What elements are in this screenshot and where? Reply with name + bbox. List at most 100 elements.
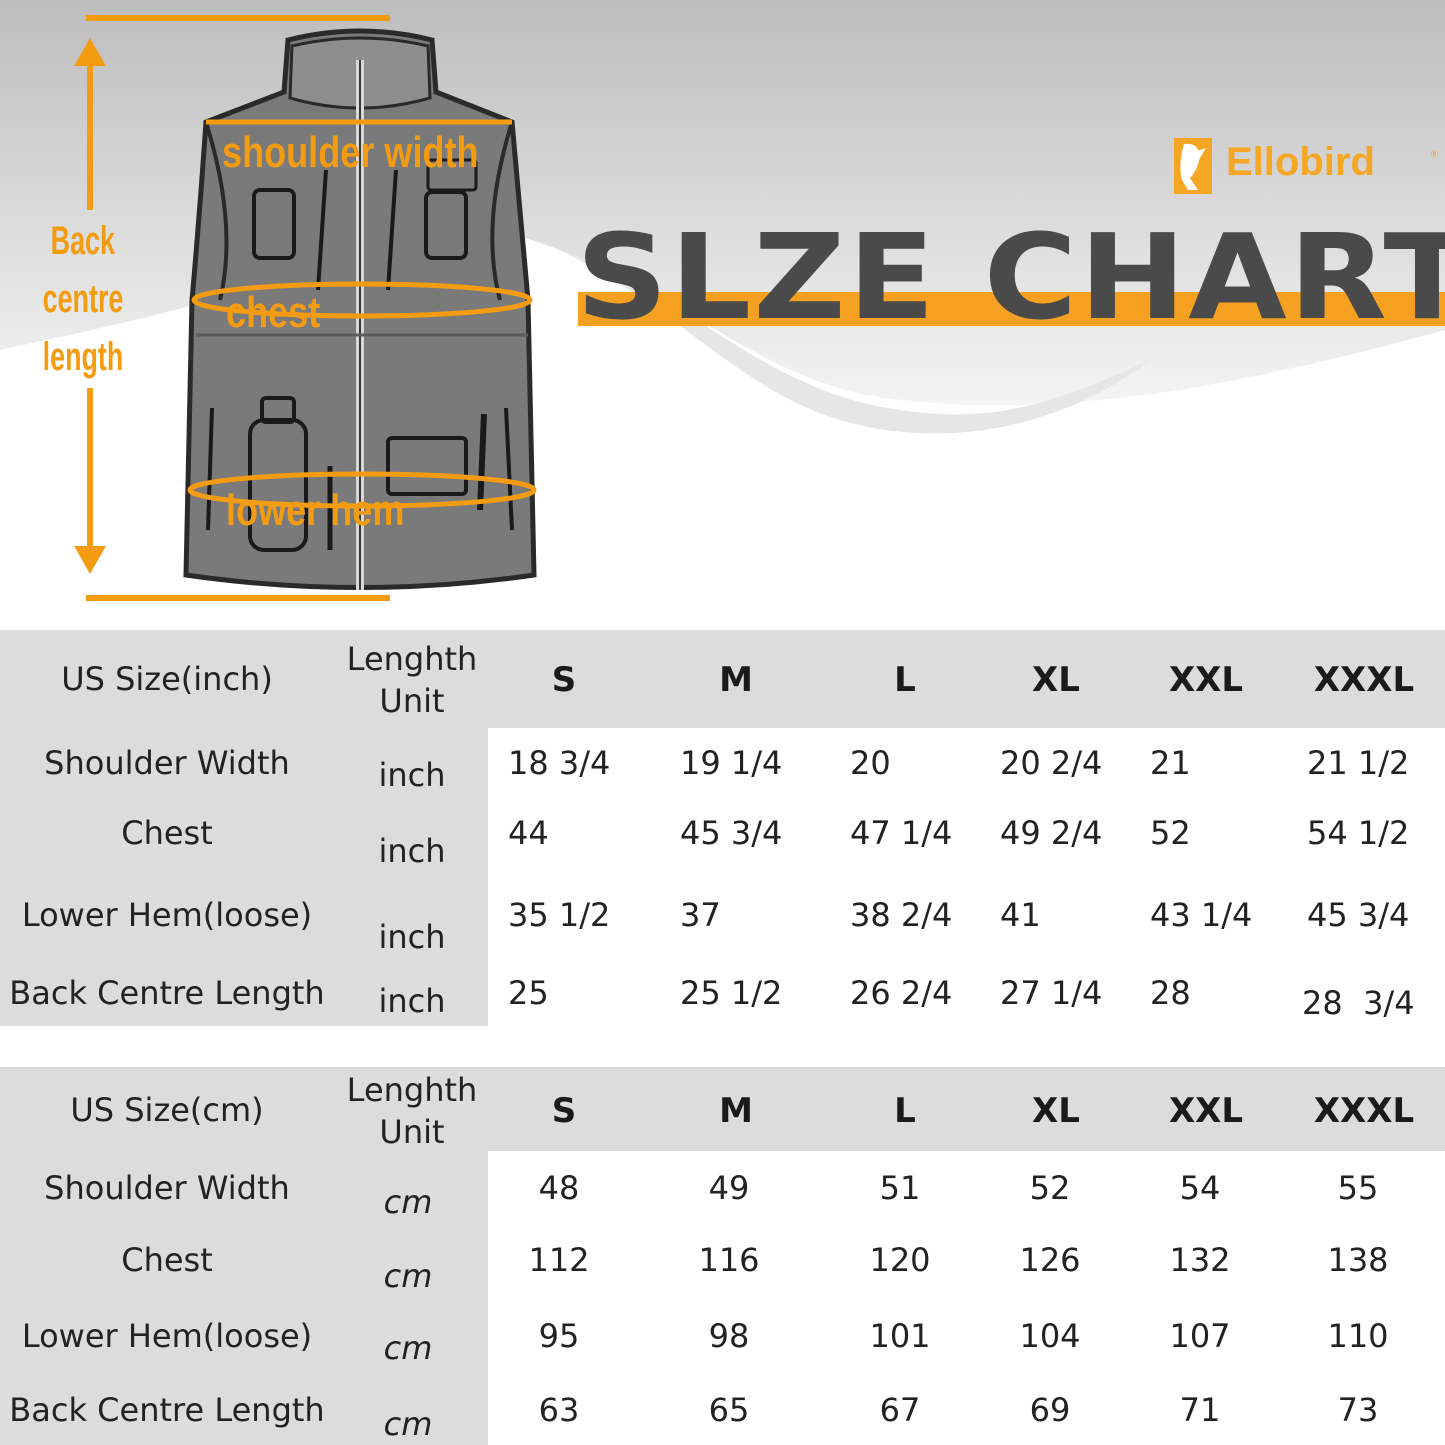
back-length-indicator <box>74 15 390 601</box>
table-cell: 95 <box>538 1317 580 1355</box>
bird-logo-icon <box>1174 138 1212 194</box>
title-underline-bar <box>578 292 1445 326</box>
table-cell: 69 <box>1029 1391 1071 1429</box>
table-cell: 44 <box>508 814 549 852</box>
table-cell: 47 1/4 <box>850 814 953 852</box>
table-cell: 54 1/2 <box>1307 814 1410 852</box>
back-centre-length-label-line3: length <box>42 335 124 379</box>
size-header-xxxl: XXXL <box>1313 1091 1415 1131</box>
shoulder-width-label: shoulder width <box>222 128 479 177</box>
table-cell: 67 <box>879 1391 921 1429</box>
back-centre-length-label-line2: centre <box>42 277 124 321</box>
table-cell: 112 <box>528 1241 590 1279</box>
table-header-background <box>0 630 1445 728</box>
size-header-xl: XL <box>1032 1091 1080 1131</box>
table-cell: 71 <box>1179 1391 1221 1429</box>
table-cell: 54 <box>1179 1169 1221 1207</box>
size-header-xl: XL <box>1032 660 1080 700</box>
table-cell: 55 <box>1337 1169 1379 1207</box>
table-cell: 120 <box>869 1241 931 1279</box>
table-cell: 73 <box>1337 1391 1379 1429</box>
row-label-chest: Chest <box>121 814 213 852</box>
table-cell: 116 <box>698 1241 760 1279</box>
table-cell: 27 1/4 <box>1000 974 1103 1012</box>
size-header-l: L <box>894 1091 916 1131</box>
table-cell: 41 <box>1000 896 1041 934</box>
table-cell: 126 <box>1019 1241 1081 1279</box>
size-header-m: M <box>719 1091 753 1131</box>
row-label-back-centre-length: Back Centre Length <box>9 974 325 1012</box>
row-unit: inch <box>378 756 446 794</box>
table-cell: 43 1/4 <box>1150 896 1253 934</box>
table-cell: 52 <box>1150 814 1191 852</box>
lower-hem-label: lower hem <box>226 486 405 535</box>
unit-header: Lenghth Unit <box>346 1071 478 1151</box>
chest-label: chest <box>226 288 321 337</box>
row-unit: cm <box>383 1257 433 1295</box>
table-label-column-background <box>0 1151 488 1445</box>
size-header-xxxl: XXXL <box>1313 660 1415 700</box>
table-cell: 26 2/4 <box>850 974 953 1012</box>
table-cell: 45 3/4 <box>680 814 783 852</box>
table-cell: 101 <box>869 1317 931 1355</box>
table-cell: 45 3/4 <box>1307 896 1410 934</box>
table-cell: 21 1/2 <box>1307 744 1410 782</box>
table-cell: 21 <box>1150 744 1191 782</box>
page-title: SLZE CHART <box>576 208 1445 346</box>
row-unit: inch <box>378 982 446 1020</box>
table-header-background <box>0 1067 1445 1151</box>
registered-mark: ® <box>1430 150 1439 160</box>
table-cell: 20 2/4 <box>1000 744 1103 782</box>
table-cell: 20 <box>850 744 891 782</box>
row-unit: inch <box>378 832 446 870</box>
size-header-xxl: XXL <box>1168 660 1244 700</box>
row-unit: cm <box>383 1329 433 1367</box>
table-cell: 63 <box>538 1391 580 1429</box>
size-header-s: S <box>551 1091 577 1131</box>
table-cell: 138 <box>1327 1241 1389 1279</box>
size-header-s: S <box>551 660 577 700</box>
table-cell: 35 1/2 <box>508 896 611 934</box>
table-cell: 48 <box>538 1169 580 1207</box>
table-corner-label: US Size(inch) <box>61 660 273 698</box>
table-cell: 107 <box>1169 1317 1231 1355</box>
table-cell: 51 <box>879 1169 921 1207</box>
table-cell: 28 3/4 <box>1302 984 1415 1022</box>
row-label-shoulder-width: Shoulder Width <box>44 744 290 782</box>
table-corner-label: US Size(cm) <box>70 1091 264 1129</box>
size-table-inch: US Size(inch) Lenghth Unit S M L XL XXL X… <box>0 630 1445 1028</box>
table-label-column-background <box>0 728 488 1026</box>
back-centre-length-label-line1: Back <box>50 219 116 263</box>
vest-diagram <box>74 15 537 601</box>
row-unit: inch <box>378 918 446 956</box>
size-header-l: L <box>894 660 916 700</box>
table-cell: 132 <box>1169 1241 1231 1279</box>
table-cell: 28 <box>1150 974 1191 1012</box>
size-header-m: M <box>719 660 753 700</box>
unit-header: Lenghth Unit <box>346 640 478 720</box>
table-cell: 38 2/4 <box>850 896 953 934</box>
table-cell: 25 1/2 <box>680 974 783 1012</box>
table-cell: 104 <box>1019 1317 1081 1355</box>
table-cell: 110 <box>1327 1317 1389 1355</box>
brand-logo: Ellobird ® <box>1168 134 1439 200</box>
row-label-lower-hem: Lower Hem(loose) <box>21 1317 313 1355</box>
row-label-lower-hem: Lower Hem(loose) <box>21 896 313 934</box>
row-label-chest: Chest <box>121 1241 213 1279</box>
table-cell: 52 <box>1029 1169 1071 1207</box>
table-cell: 37 <box>680 896 721 934</box>
table-cell: 65 <box>708 1391 750 1429</box>
brand-name: Ellobird <box>1226 140 1375 184</box>
table-cell: 49 <box>708 1169 750 1207</box>
table-cell: 19 1/4 <box>680 744 783 782</box>
vest-body-icon <box>183 28 537 590</box>
measurement-lines <box>187 119 537 509</box>
row-unit: cm <box>383 1405 433 1443</box>
table-cell: 49 2/4 <box>1000 814 1103 852</box>
size-table-cm: US Size(cm) Lenghth Unit S M L XL XXL XXX… <box>0 1067 1445 1445</box>
row-label-shoulder-width: Shoulder Width <box>44 1169 290 1207</box>
table-cell: 25 <box>508 974 549 1012</box>
size-header-xxl: XXL <box>1168 1091 1244 1131</box>
row-unit: cm <box>383 1183 433 1221</box>
